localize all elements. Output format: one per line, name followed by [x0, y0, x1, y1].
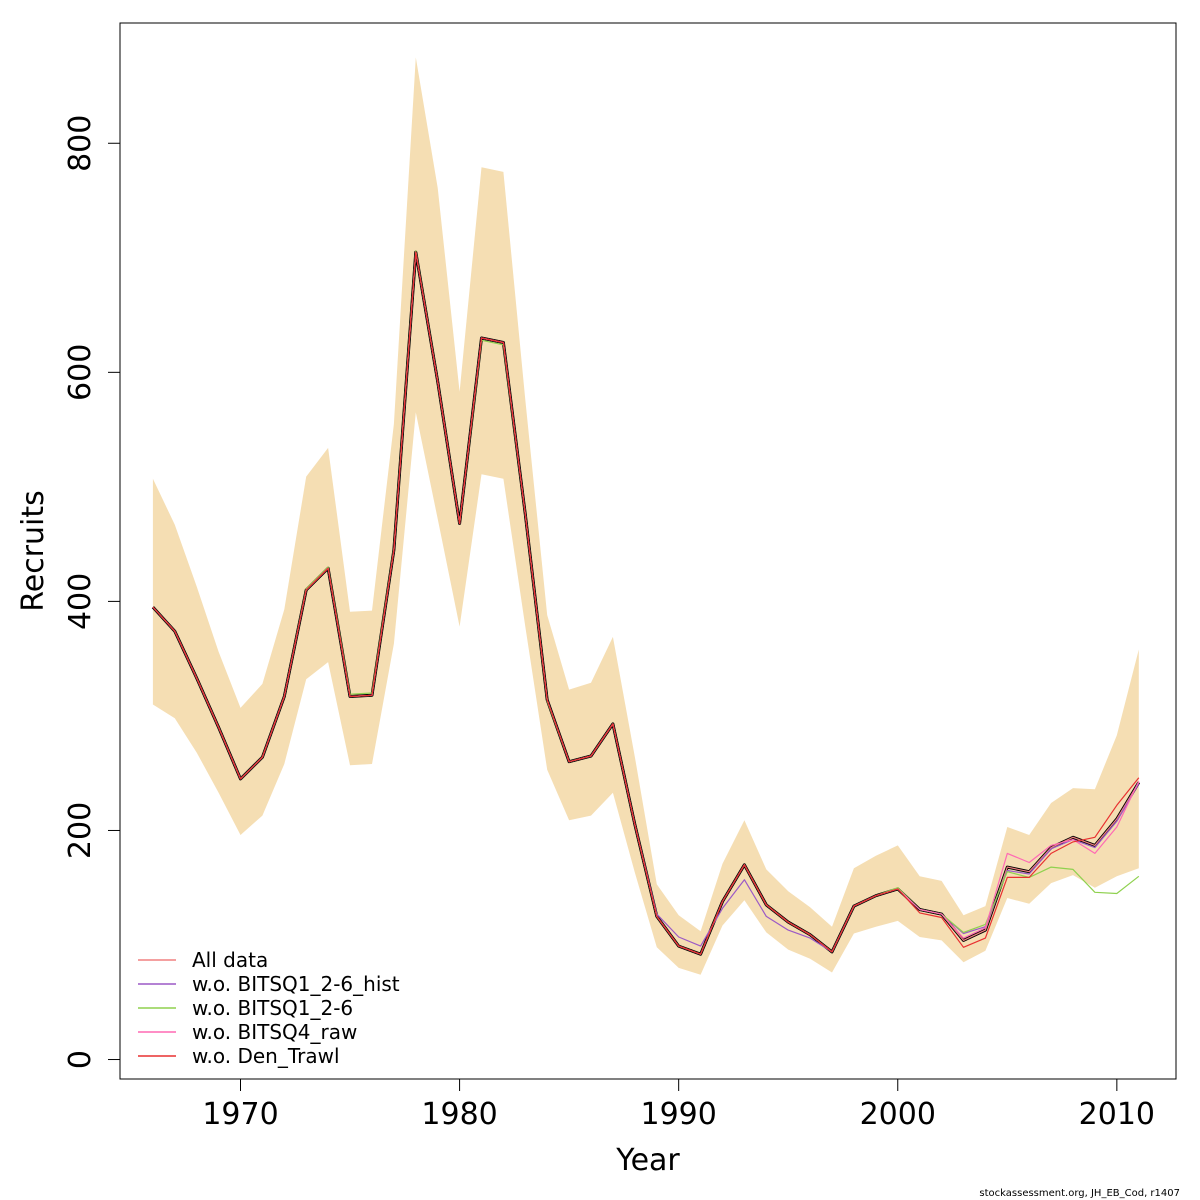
- x-tick-label: 2000: [860, 1097, 936, 1132]
- legend-label: w.o. Den_Trawl: [192, 1044, 340, 1068]
- confidence-band-layer: [152, 57, 1139, 975]
- y-axis: 0 200 400 600 800: [63, 115, 121, 1069]
- x-tick-label: 1990: [640, 1097, 716, 1132]
- x-tick-label: 2010: [1079, 1097, 1155, 1132]
- x-axis: 1970 1980 1990 2000 2010: [202, 1078, 1155, 1132]
- y-tick-label: 0: [63, 1050, 98, 1069]
- legend-label: w.o. BITSQ4_raw: [192, 1020, 357, 1044]
- credit-text: stockassessment.org, JH_EB_Cod, r1407: [979, 1188, 1180, 1199]
- y-tick-label: 400: [63, 573, 98, 630]
- series-layer: [151, 250, 1141, 956]
- y-tick-label: 200: [63, 802, 98, 859]
- legend-label: w.o. BITSQ1_2-6: [192, 996, 353, 1020]
- legend-label: All data: [192, 948, 268, 972]
- x-tick-label: 1970: [202, 1097, 278, 1132]
- x-tick-label: 1980: [421, 1097, 497, 1132]
- y-tick-label: 800: [63, 115, 98, 172]
- x-axis-title: Year: [615, 1143, 680, 1178]
- legend-label: w.o. BITSQ1_2-6_hist: [192, 972, 400, 996]
- y-axis-title: Recruits: [16, 490, 51, 612]
- y-tick-label: 600: [63, 344, 98, 401]
- series-line-5: [152, 251, 1140, 955]
- confidence-band: [152, 57, 1139, 975]
